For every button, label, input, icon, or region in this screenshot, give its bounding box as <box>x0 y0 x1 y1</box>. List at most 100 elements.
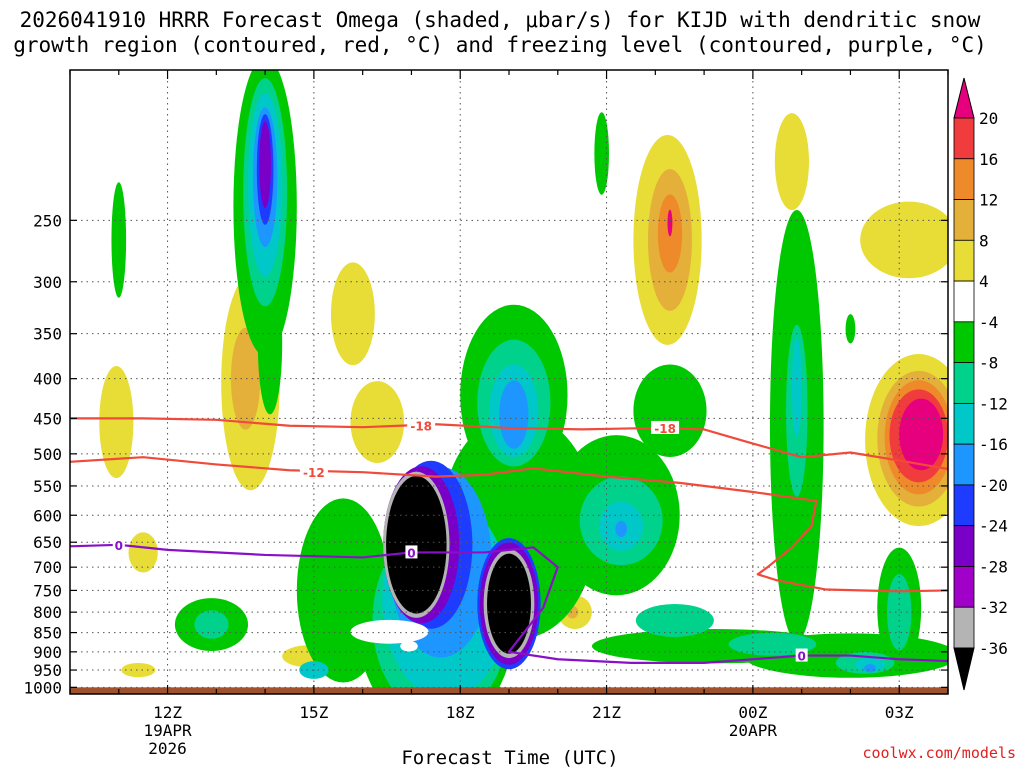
colorbar-label: -24 <box>979 517 1008 536</box>
omega-clear-1 <box>400 640 418 652</box>
omega-shading <box>99 70 948 694</box>
colorbar-label: -32 <box>979 598 1008 617</box>
y-tick-label: 850 <box>33 624 62 643</box>
contour-label: 0 <box>797 650 805 664</box>
colorbar-label: -12 <box>979 394 1008 413</box>
y-tick-label: 650 <box>33 533 62 552</box>
y-tick-label: 550 <box>33 477 62 496</box>
omega-region-neg4-0 <box>111 182 127 298</box>
y-tick-label: 400 <box>33 370 62 389</box>
colorbar-label: -36 <box>979 639 1008 658</box>
contour-label: 0 <box>407 546 415 560</box>
omega-region-neg8-9 <box>635 604 714 637</box>
contour-label-bg <box>651 420 680 434</box>
x-axis-label: Forecast Time (UTC) <box>401 747 618 768</box>
colorbar-label: -4 <box>979 313 998 332</box>
colorbar-bottom-arrow <box>953 647 975 691</box>
colorbar-swatch <box>953 525 975 567</box>
x-tick-label: 21Z <box>592 703 621 722</box>
colorbar-swatch <box>953 443 975 486</box>
colorbar-label: -8 <box>979 354 998 373</box>
omega-region-4-11 <box>860 201 948 279</box>
omega-region-4-6 <box>350 381 405 463</box>
x-tick-year: 2026 <box>148 739 187 758</box>
y-tick-label: 350 <box>33 325 62 344</box>
colorbar-top-arrow <box>953 77 975 119</box>
omega-region-neg12-4 <box>791 337 802 437</box>
chart-title-line1: 2026041910 HRRR Forecast Omega (shaded, … <box>20 8 981 32</box>
colorbar-swatch <box>953 199 975 241</box>
contour-label-bg <box>407 418 436 432</box>
x-tick-label: 12Z <box>153 703 182 722</box>
colorbar-swatch <box>953 566 975 608</box>
x-tick-label: 15Z <box>299 703 328 722</box>
omega-region-neg16-3 <box>615 520 628 538</box>
contour-label: -12 <box>303 466 325 480</box>
y-tick-label: 500 <box>33 445 62 464</box>
omega-region-4-5 <box>330 262 375 366</box>
x-tick-label: 18Z <box>446 703 475 722</box>
omega-region-neg4-15 <box>845 314 856 344</box>
omega-region-neg8-0 <box>194 610 229 639</box>
x-tick-date: 20APR <box>729 721 778 740</box>
contour-label-bg <box>112 537 125 551</box>
contour-label: -18 <box>654 422 676 436</box>
omega-region-neg24-0 <box>259 121 271 208</box>
omega-region-8-0 <box>230 327 261 430</box>
colorbar-swatch <box>953 362 975 404</box>
colorbar-label: 8 <box>979 231 989 250</box>
omega-region-4-2 <box>128 532 158 573</box>
colorbar-swatch <box>953 239 975 282</box>
colorbar-swatch <box>953 117 975 160</box>
y-tick-label: 250 <box>33 211 62 230</box>
y-tick-label: 600 <box>33 506 62 525</box>
omega-region-4-3 <box>121 662 156 678</box>
y-tick-label: 700 <box>33 558 62 577</box>
y-tick-label: 750 <box>33 581 62 600</box>
omega-region-20-0 <box>667 209 673 237</box>
y-tick-label: 900 <box>33 643 62 662</box>
contour-lines: -18 -18 -12 0 0 0 <box>70 417 948 664</box>
plot-area: -18 -18 -12 0 0 0 <box>70 70 948 694</box>
omega-region-neg36-0 <box>386 475 447 614</box>
colorbar-swatch <box>953 158 975 200</box>
omega-region-neg16-2 <box>499 380 529 449</box>
colorbar-label: 4 <box>979 272 989 291</box>
omega-region-neg8-6 <box>728 632 817 656</box>
omega-region-4-10 <box>774 113 809 211</box>
chart-title-line2: growth region (contoured, red, °C) and f… <box>13 33 987 57</box>
omega-region-neg8-7 <box>887 574 912 651</box>
y-tick-label: 800 <box>33 603 62 622</box>
colorbar-swatch <box>953 484 975 527</box>
colorbar-swatch <box>953 606 975 649</box>
omega-region-20-1 <box>899 398 944 471</box>
omega-region-neg4-10 <box>594 112 609 195</box>
colorbar-label: -28 <box>979 557 1008 576</box>
colorbar-label: 20 <box>979 109 998 128</box>
omega-region-neg36-1 <box>487 553 531 654</box>
y-tick-label: 300 <box>33 273 62 292</box>
contour-line <box>70 417 948 471</box>
contour-label: -18 <box>410 420 432 434</box>
y-tick-label: 950 <box>33 661 62 680</box>
credit-text: coolwx.com/models <box>862 744 1016 762</box>
colorbar: 20 16 12 8 4 -4 -8 -12 -16 -20 -24 -28 -32 -36 <box>953 77 1008 691</box>
colorbar-label: 16 <box>979 150 998 169</box>
y-tick-label: 1000 <box>23 678 62 697</box>
contour-label-bg <box>405 545 418 559</box>
colorbar-label: -16 <box>979 435 1008 454</box>
omega-clear-0 <box>350 619 429 644</box>
contour-label: 0 <box>115 539 123 553</box>
contour-label-bg <box>299 465 328 479</box>
y-tick-label: 450 <box>33 409 62 428</box>
omega-region-neg16-4 <box>864 663 876 673</box>
colorbar-swatch <box>953 280 975 323</box>
x-tick-label: 00Z <box>738 703 767 722</box>
omega-region-4-0 <box>99 366 134 479</box>
colorbar-swatch <box>953 402 975 445</box>
x-tick-date: 19APR <box>143 721 192 740</box>
x-tick-label: 03Z <box>885 703 914 722</box>
colorbar-label: 12 <box>979 191 998 210</box>
